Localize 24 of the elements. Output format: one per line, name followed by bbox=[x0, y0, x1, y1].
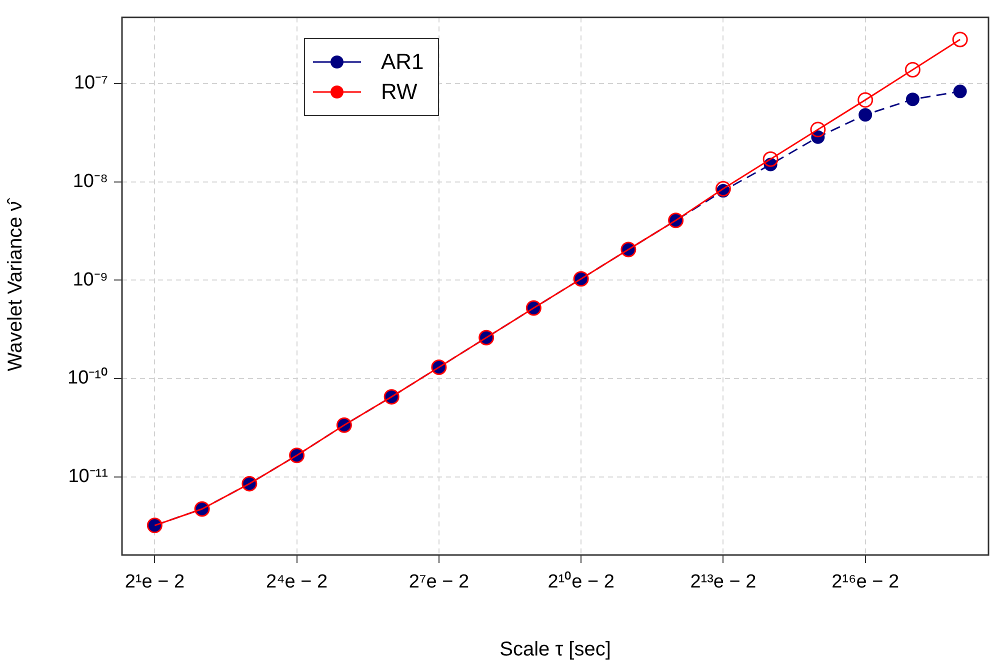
point bbox=[858, 92, 874, 108]
x-tick-label: 2¹³e − 2 bbox=[690, 572, 756, 593]
y-tick-label: 10⁻⁸ bbox=[72, 171, 108, 192]
point bbox=[762, 151, 778, 167]
x-tick-label: 2¹e − 2 bbox=[124, 572, 185, 593]
x-tick-label: 2¹⁰e − 2 bbox=[548, 570, 614, 593]
x-tick-label: 2⁴e − 2 bbox=[266, 572, 328, 593]
point bbox=[953, 84, 967, 98]
x-tick-label: 2⁷e − 2 bbox=[408, 572, 470, 593]
point bbox=[952, 32, 968, 48]
point bbox=[906, 92, 920, 106]
point bbox=[715, 180, 731, 196]
y-tick-label: 10⁻⁹ bbox=[72, 269, 108, 290]
legend-label: RW bbox=[381, 79, 418, 105]
point bbox=[810, 122, 826, 138]
x-axis-title: Scale τ [sec] bbox=[500, 638, 611, 661]
y-tick-label: 10⁻¹⁰ bbox=[68, 366, 108, 389]
point bbox=[858, 108, 872, 122]
y-tick-label: 10⁻¹¹ bbox=[68, 466, 108, 487]
legend-label: AR1 bbox=[381, 49, 424, 75]
point bbox=[904, 62, 920, 78]
y-tick-label: 10⁻⁷ bbox=[74, 72, 108, 94]
y-axis-title: Wavelet Variance ν̂ bbox=[4, 197, 27, 372]
x-tick-label: 2¹⁶e − 2 bbox=[832, 572, 900, 593]
